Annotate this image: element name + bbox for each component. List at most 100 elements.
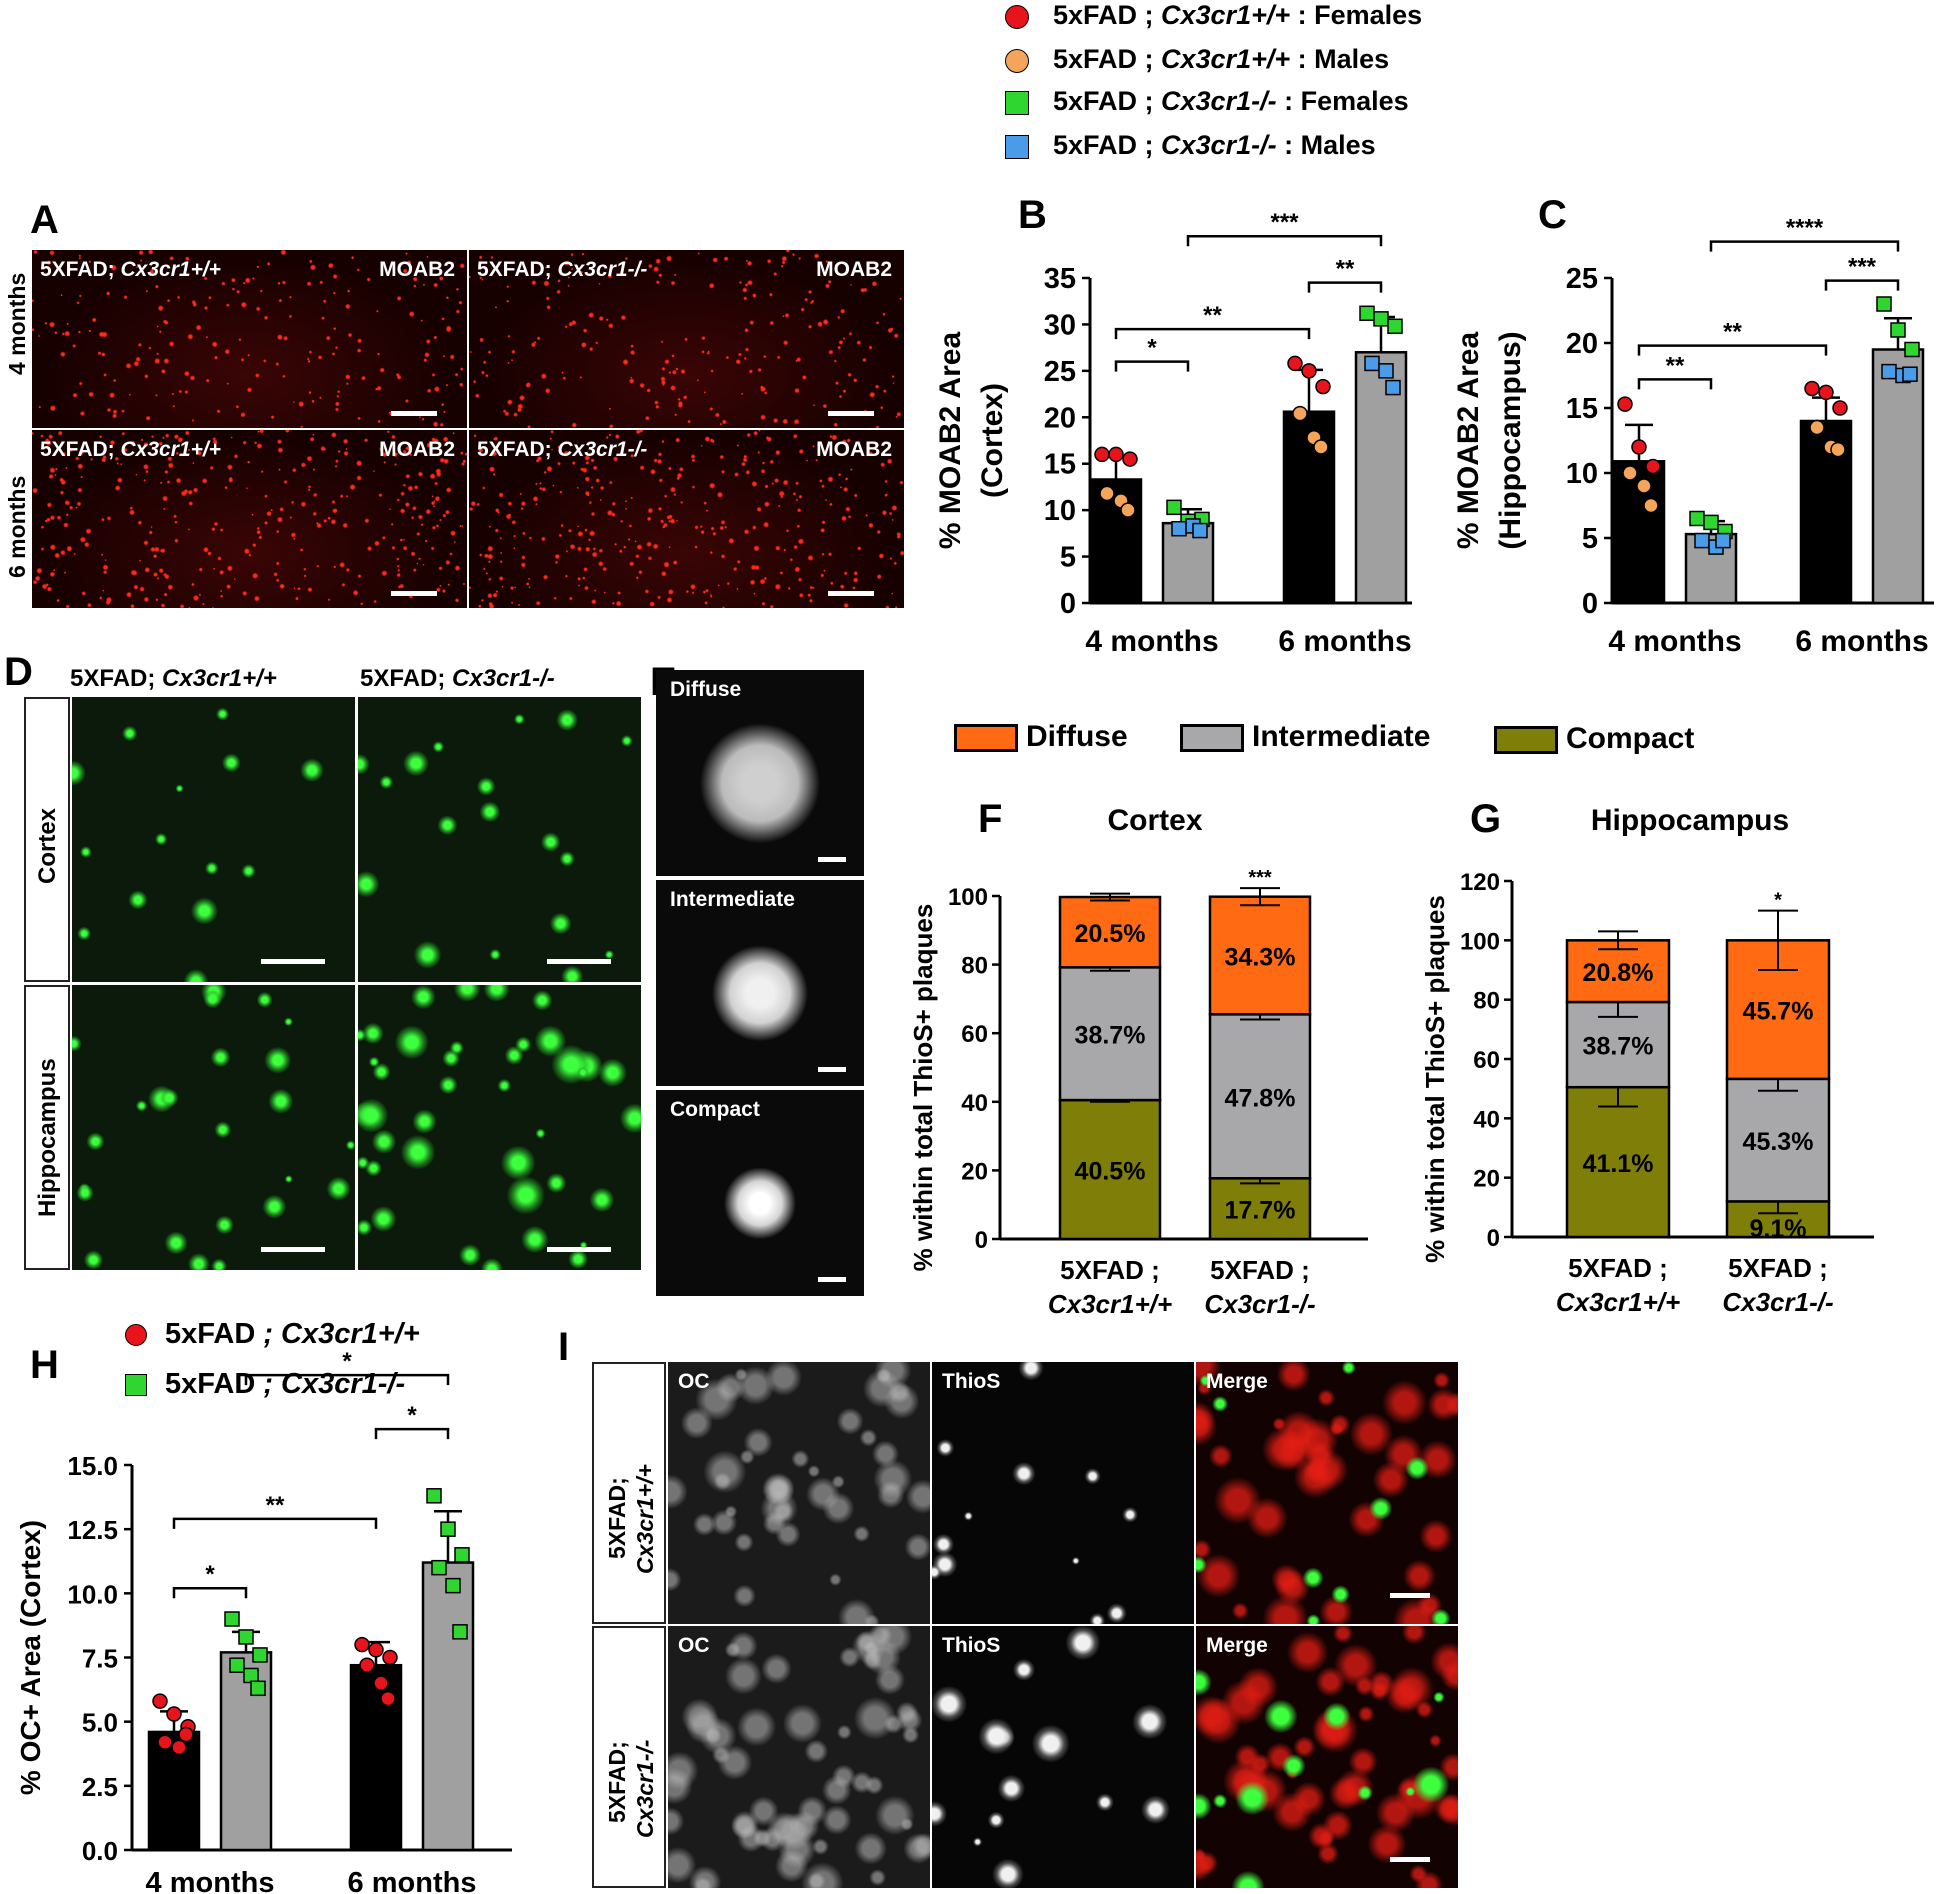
circle-marker-icon: [1005, 4, 1029, 29]
data-point: [1180, 513, 1196, 530]
significance-label: **: [1203, 302, 1222, 329]
stack-segment: [1565, 1085, 1671, 1239]
y-tick-label: 60: [1473, 1047, 1500, 1074]
y-tick-label: 5: [1582, 523, 1598, 555]
y-tick-label: 0: [1487, 1225, 1500, 1252]
channel-label: Merge: [1206, 1370, 1268, 1393]
y-tick-label: 5.0: [82, 1708, 118, 1738]
square-marker-icon: [125, 1374, 147, 1397]
y-axis-label: % within total ThioS+ plaques: [1420, 895, 1450, 1263]
x-tick-label: Cx3cr1+/+: [1556, 1287, 1680, 1317]
data-point: [1804, 380, 1820, 397]
y-tick-label: 20: [1044, 402, 1076, 434]
data-point: [171, 1739, 187, 1756]
y-tick-label: 25: [1566, 263, 1598, 295]
legend-prefix: 5xFAD: [165, 1368, 264, 1400]
y-tick-label: 15: [1044, 449, 1076, 481]
data-point: [1122, 451, 1138, 467]
stack-segment: [1058, 966, 1162, 1102]
y-tick-label: 0: [1060, 588, 1076, 620]
data-point: [1689, 510, 1705, 527]
panel-i-row-box-ko: 5XFAD; Cx3cr1-/-: [592, 1626, 666, 1888]
y-axis-label: (Hippocampus): [1494, 331, 1527, 549]
panel-b-letter: B: [1018, 193, 1047, 237]
micrograph-moab2: 5XFAD; Cx3cr1-/- MOAB2: [469, 250, 904, 428]
scale-bar: [818, 1277, 846, 1282]
legend-suffix: : Females: [1290, 0, 1423, 30]
y-tick-label: 30: [1044, 309, 1076, 341]
significance-label: **: [1336, 256, 1355, 283]
micrograph-oc: OC: [668, 1362, 930, 1624]
data-point: [1902, 366, 1918, 382]
data-point: [152, 1693, 168, 1709]
square-marker-icon: [1005, 90, 1029, 115]
segment-label: 20.8%: [1583, 959, 1654, 987]
y-axis-label: (Cortex): [976, 383, 1009, 498]
channel-label: Merge: [1206, 1634, 1268, 1657]
panel-h-legend-item: 5xFAD ; Cx3cr1+/+: [125, 1318, 420, 1351]
micrograph-oc: OC: [668, 1626, 930, 1888]
panel-a-letter: A: [30, 198, 59, 242]
bar: [1161, 521, 1215, 605]
panel-i-row-label-wt-line1: 5XFAD;: [604, 1477, 630, 1559]
significance-label: *: [1147, 335, 1157, 362]
y-tick-label: 7.5: [82, 1644, 118, 1674]
scale-bar: [828, 591, 874, 596]
legend-label: Intermediate: [1252, 720, 1431, 753]
bar: [1354, 351, 1408, 605]
panel-d-letter: D: [4, 650, 33, 694]
micrograph-plaque-diffuse: Diffuse: [656, 670, 864, 876]
data-point: [1364, 355, 1380, 372]
data-point: [1166, 499, 1182, 516]
micrograph-stain-label: MOAB2: [379, 258, 455, 281]
data-point: [445, 1577, 461, 1594]
micrograph-stain-label: MOAB2: [379, 438, 455, 461]
channel-label: ThioS: [942, 1634, 1001, 1657]
plaque-type-legend-item: Intermediate: [1180, 720, 1430, 754]
panel-i-letter: I: [558, 1325, 570, 1369]
data-point: [1818, 384, 1834, 401]
bar: [421, 1561, 475, 1852]
x-tick-label: 5XFAD ;: [1728, 1253, 1828, 1283]
data-point: [1185, 518, 1201, 534]
significance-label: *: [407, 1402, 417, 1429]
y-tick-label: 20: [1566, 328, 1598, 360]
stack-segment: [1058, 895, 1162, 969]
legend-label: Compact: [1566, 722, 1695, 755]
x-tick-label: 5XFAD ;: [1568, 1253, 1668, 1283]
data-point: [1703, 514, 1719, 531]
data-point: [1830, 441, 1846, 458]
scale-bar: [391, 411, 437, 416]
micrograph-thios: [358, 985, 641, 1270]
data-point: [1715, 532, 1731, 549]
panel-i-row-box-wt: 5XFAD; Cx3cr1+/+: [592, 1362, 666, 1624]
scale-bar: [828, 411, 874, 416]
data-point: [1120, 502, 1136, 518]
panel-a-row-label-6m: 6 months: [4, 475, 30, 578]
significance-label: *: [205, 1561, 215, 1588]
significance-bracket: [1114, 360, 1190, 372]
significance-bracket: [1709, 240, 1900, 252]
color-swatch-icon: [1180, 724, 1244, 753]
bar: [349, 1663, 403, 1852]
circle-marker-icon: [1005, 48, 1029, 73]
x-tick-label: 6 months: [348, 1867, 477, 1894]
scale-bar: [261, 959, 325, 964]
stack-segment: [1208, 1177, 1312, 1241]
data-point: [452, 1624, 468, 1640]
x-tick-label: Cx3cr1-/-: [1722, 1287, 1833, 1317]
significance-label: ***: [1270, 209, 1299, 236]
stack-segment: [1725, 1077, 1831, 1203]
panel-d-row-label-hippocampus: Hippocampus: [34, 1058, 61, 1217]
data-point: [178, 1726, 194, 1743]
x-tick-label: 5XFAD ;: [1210, 1255, 1310, 1285]
micrograph-thios: [358, 697, 641, 982]
panel-c-letter: C: [1538, 193, 1567, 237]
data-point: [373, 1675, 389, 1691]
data-point: [1113, 493, 1129, 509]
significance-label: ****: [1786, 215, 1824, 242]
legend-prefix: 5xFAD ;: [1053, 86, 1162, 116]
y-tick-label: 0: [1582, 588, 1598, 620]
data-point: [1643, 497, 1659, 514]
plaque-type-label: Compact: [670, 1098, 760, 1121]
